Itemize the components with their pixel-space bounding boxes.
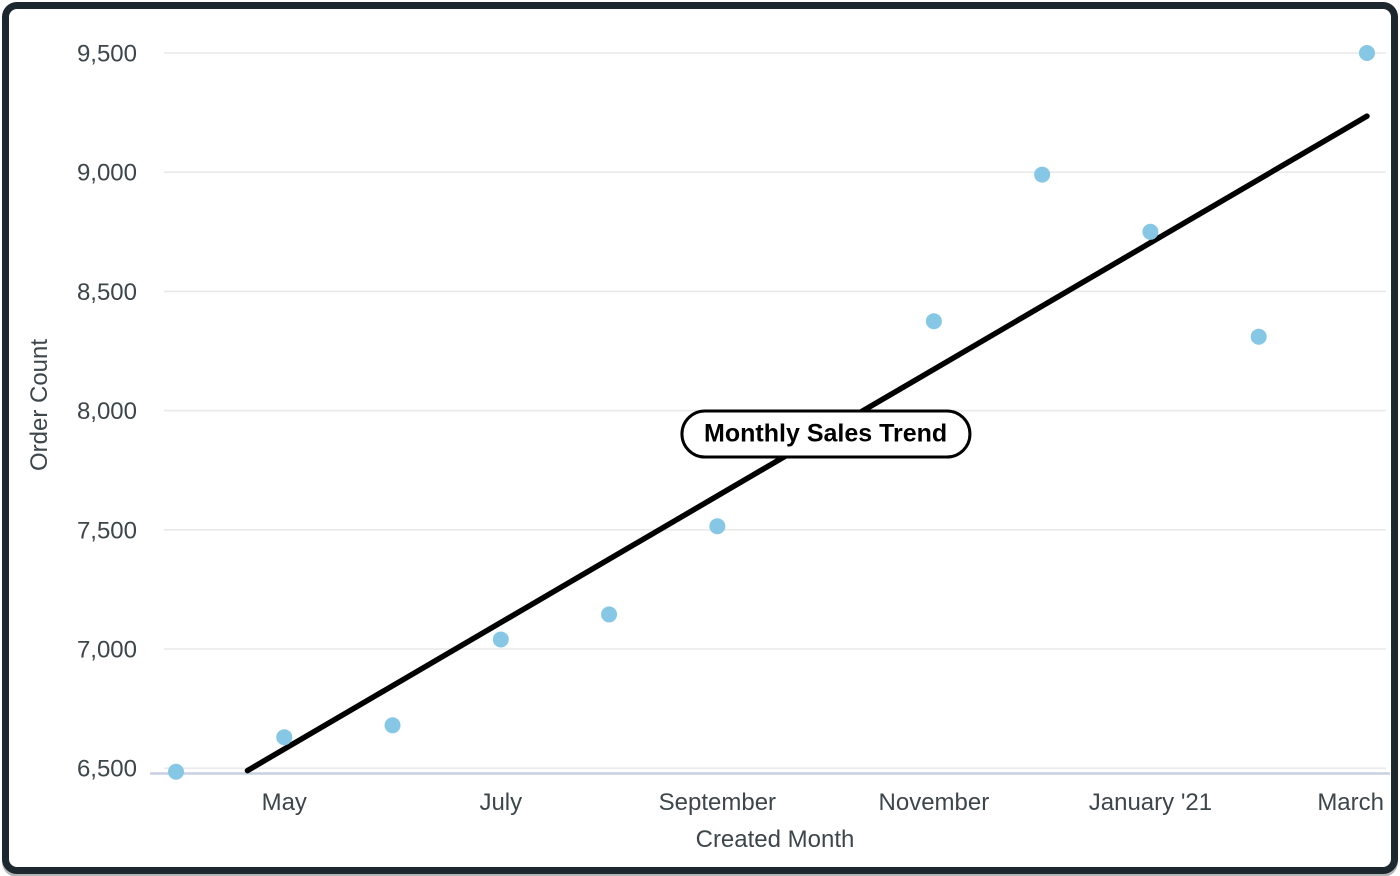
y-tick-label: 7,500: [77, 517, 137, 544]
scatter-point-april[interactable]: [168, 763, 184, 780]
scatter-point-november[interactable]: [925, 313, 942, 330]
x-axis-title: Created Month: [696, 826, 855, 853]
y-tick-label: 6,500: [77, 756, 137, 783]
scatter-point-june[interactable]: [384, 717, 401, 734]
scatter-point-august[interactable]: [601, 606, 618, 623]
scatter-point-march[interactable]: [1358, 45, 1375, 61]
x-tick-label: March: [1317, 789, 1384, 816]
scatter-point-may[interactable]: [276, 729, 293, 746]
y-tick-label: 9,500: [77, 41, 137, 68]
y-tick-label: 9,000: [77, 160, 137, 187]
trend-annotation-pill[interactable]: Monthly Sales Trend: [680, 409, 972, 459]
scatter-point-december[interactable]: [1034, 166, 1051, 183]
y-tick-label: 8,500: [77, 279, 137, 306]
y-tick-label: 8,000: [77, 398, 137, 425]
scatter-point-july[interactable]: [492, 631, 509, 648]
y-axis-title: Order Count: [26, 339, 53, 471]
y-tick-label: 7,000: [77, 637, 137, 664]
x-tick-label: July: [479, 789, 522, 816]
scatter-point-february[interactable]: [1250, 328, 1267, 345]
scatter-point-september[interactable]: [709, 518, 726, 535]
x-tick-label: November: [879, 789, 990, 816]
scatter-point-january-21[interactable]: [1142, 223, 1159, 240]
x-tick-label: January '21: [1089, 789, 1212, 816]
x-tick-label: May: [262, 789, 307, 816]
x-tick-label: September: [659, 789, 776, 816]
